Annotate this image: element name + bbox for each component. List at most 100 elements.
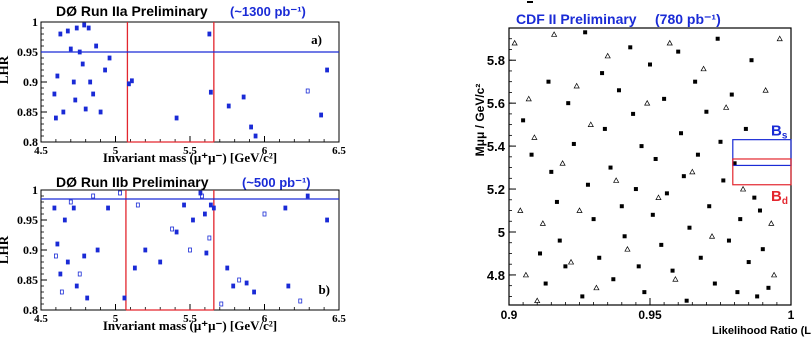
panel-a-xlabel: Invariant mass (μ⁺μ⁻) [GeV/c²] [103,150,277,165]
c-triangle-point [532,135,537,140]
panel-cdf-points [512,30,782,302]
c-xtick-label: 0.9 [501,308,518,322]
a-ytick-label: 0.85 [17,105,38,119]
b-data-point [203,212,206,216]
c-triangle-point [518,208,523,213]
c-square-point [738,217,742,221]
a-ytick-label: 1 [32,15,38,29]
a-data-point [250,125,253,129]
a-data-point [95,44,98,48]
c-ytick-label: 5.4 [487,139,506,154]
b-data-point [75,284,78,288]
c-square-point [538,251,542,255]
b-data-point [123,296,126,300]
a-data-point [56,74,59,78]
c-square-point [659,243,663,247]
c-triangle-point [772,272,777,277]
c-triangle-point [701,66,706,71]
c-square-point [530,153,534,157]
c-triangle-point [540,221,545,226]
b-data-point [118,191,121,195]
c-square-point [727,239,731,243]
a-data-point [74,98,77,102]
c-ytick-label: 5 [498,225,505,240]
b-ytick-label: 1 [32,183,38,197]
a-data-point [92,92,95,96]
c-square-point [665,191,669,195]
c-xtick-label: 1 [788,308,795,322]
a-data-point [326,68,329,72]
b-ytick-label: 0.95 [17,213,38,227]
c-square-point [654,157,658,161]
a-data-point [89,80,92,84]
c-triangle-point [710,234,715,239]
b-ytick-label: 0.8 [23,303,38,317]
b-data-point [189,248,192,252]
c-triangle-point [673,277,678,282]
b-data-point [287,284,290,288]
panel-cdf-xlabel: Likelihood Ratio (L [712,325,811,337]
b-data-point [299,299,302,303]
c-square-point [634,187,638,191]
b-data-point [72,206,75,210]
a-data-point [59,32,62,36]
panel-cdf-ticks: 0.9 0.95 14.855.25.45.65.8 [487,28,795,322]
c-square-point [640,144,644,148]
b-data-point [136,203,139,207]
c-square-point [693,80,697,84]
b-data-point [263,212,266,216]
b-data-point [92,194,95,198]
b-data-point [86,296,89,300]
a-data-point [72,80,75,84]
c-ytick-label: 4.8 [487,268,505,283]
c-triangle-point [724,105,729,110]
a-ytick-label: 0.8 [23,135,38,149]
c-square-point [628,45,632,49]
c-square-point [642,290,646,294]
a-data-point [84,107,87,111]
panel-cdf-title: CDF II Preliminary [516,11,637,27]
panel-b-ticks: 4.5 5 5.5 6 6.50.80.850.90.951 [17,183,346,325]
c-square-point [679,131,683,135]
c-triangle-point [552,32,557,37]
panel-b-xlabel: Invariant mass (μ⁺μ⁻) [GeV/c²] [103,318,277,333]
c-square-point [750,58,754,62]
c-square-point [761,247,765,251]
c-bs-label: Bs [771,123,788,142]
panel-a-subtitle: (~1300 pb⁻¹) [230,4,306,19]
c-square-point [704,110,708,114]
b-data-point [144,248,147,252]
b-data-point [238,278,241,282]
b-ytick-label: 0.85 [17,273,38,287]
c-triangle-point [512,41,517,46]
b-data-point [209,203,212,207]
c-square-point [521,118,525,122]
a-data-point [130,79,133,83]
c-square-point [719,140,723,144]
b-data-point [53,206,56,210]
c-square-point [544,282,548,286]
c-square-point [721,178,725,182]
c-square-point [549,170,553,174]
c-square-point [735,290,739,294]
c-square-point [603,127,607,131]
a-ytick-label: 0.95 [17,45,38,59]
c-square-point [648,63,652,67]
c-triangle-point [690,169,695,174]
c-square-point [586,183,590,187]
a-data-point [254,134,257,138]
a-data-point [69,47,72,51]
panel-b: DØ Run IIb Preliminary (~500 pb⁻¹) LHR b… [0,174,346,333]
b-data-point [284,206,287,210]
c-square-point [631,112,635,116]
b-data-point [54,254,57,258]
c-square-point [651,213,655,217]
c-ytick-label: 5.6 [487,96,505,111]
c-square-point [611,277,615,281]
c-square-point [609,166,613,170]
c-triangle-point [577,208,582,213]
b-data-point [66,260,69,264]
c-square-point [566,101,570,105]
c-square-point [563,264,567,268]
